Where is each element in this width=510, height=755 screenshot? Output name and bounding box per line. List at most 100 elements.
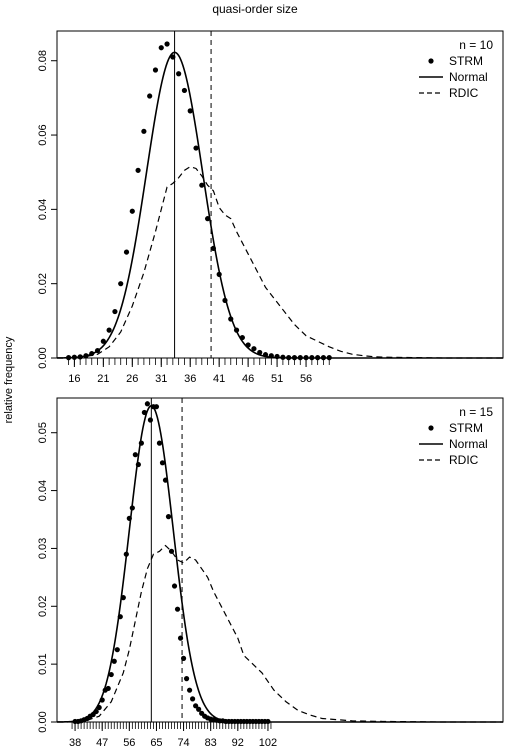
strm-point (100, 338, 106, 344)
plot-frame (56, 397, 504, 723)
y-tick-label: 0.00 (37, 347, 49, 368)
strm-point (170, 54, 176, 60)
y-tick-label: 0.04 (37, 480, 49, 501)
x-tick-label: 102 (259, 737, 277, 749)
normal-series-line (56, 51, 503, 359)
strm-point (193, 703, 199, 709)
y-tick-label: 0.02 (37, 596, 49, 617)
strm-point (94, 347, 101, 354)
strm-point (117, 614, 123, 620)
x-tick-label: 74 (177, 737, 189, 749)
strm-point (174, 606, 181, 612)
strm-point (141, 128, 147, 134)
x-tick-label: 21 (97, 373, 109, 385)
x-tick-label: 38 (69, 737, 81, 749)
strm-point (309, 355, 315, 361)
strm-point (268, 353, 274, 359)
chart-title: quasi-order size (212, 2, 298, 16)
strm-point (144, 401, 151, 407)
legend-label: STRM (449, 54, 483, 68)
y-tick-label: 0.03 (37, 538, 49, 559)
x-tick-label: 56 (123, 737, 135, 749)
plot-frame (56, 30, 504, 359)
strm-point (196, 706, 202, 712)
strm-point (159, 460, 166, 466)
strm-point (165, 514, 172, 520)
legend-strm-marker (428, 425, 434, 431)
legend-strm-marker (428, 58, 434, 64)
strm-point (111, 658, 117, 664)
strm-point (190, 696, 196, 702)
strm-point (83, 353, 89, 359)
legend-title: n = 10 (459, 38, 493, 52)
strm-point (187, 108, 193, 114)
y-tick-label: 0.05 (37, 422, 49, 443)
strm-point (162, 477, 169, 483)
y-axis-label: relative frequency (3, 336, 15, 423)
strm-point (181, 87, 188, 94)
x-tick-label: 56 (300, 373, 312, 385)
strm-point (105, 685, 111, 692)
strm-point (222, 297, 228, 304)
strm-point (183, 676, 190, 682)
x-tick-label: 41 (213, 373, 225, 385)
x-tick-label: 47 (96, 737, 108, 749)
strm-point (171, 583, 178, 589)
strm-point (141, 409, 147, 416)
strm-point (158, 45, 164, 51)
x-tick-label: 36 (184, 373, 196, 385)
legend-label: STRM (449, 421, 483, 435)
strm-point (280, 354, 286, 360)
strm-point (120, 595, 126, 601)
legend-label: Normal (449, 70, 488, 84)
strm-point (245, 342, 251, 348)
strm-point (147, 93, 153, 99)
x-tick-label: 31 (155, 373, 167, 385)
x-tick-label: 83 (205, 737, 217, 749)
strm-point (126, 515, 132, 521)
strm-point (156, 440, 163, 446)
strm-point (99, 697, 105, 703)
strm-point (132, 452, 138, 458)
strm-point (257, 349, 263, 356)
y-tick-label: 0.00 (37, 711, 49, 732)
strm-point (96, 704, 102, 711)
strm-point (77, 354, 83, 360)
strm-point (291, 355, 298, 361)
strm-point (135, 167, 141, 173)
strm-point (210, 245, 216, 251)
strm-point (112, 308, 118, 315)
strm-point (239, 334, 245, 341)
strm-point (65, 355, 72, 361)
strm-point (71, 354, 77, 360)
strm-point (265, 718, 271, 725)
x-tick-label: 65 (150, 737, 162, 749)
strm-point (180, 655, 187, 661)
strm-point (114, 647, 120, 653)
strm-point (168, 548, 175, 554)
panel-n10: 0.00 0.02 0.04 0.06 0.08 16 21 26 31 36 41 46 51 56 n … (37, 30, 504, 385)
strm-point (93, 708, 99, 715)
strm-point (228, 316, 234, 322)
strm-point (138, 440, 144, 446)
strm-point (153, 404, 160, 410)
strm-point (108, 671, 114, 678)
strm-point (262, 352, 269, 358)
strm-point (123, 551, 129, 557)
strm-point (135, 461, 141, 468)
strm-point (89, 350, 95, 357)
legend-label: RDIC (449, 453, 479, 467)
legend-title: n = 15 (459, 405, 493, 419)
strm-point (177, 635, 184, 641)
strm-point (216, 271, 222, 277)
strm-point (274, 353, 280, 360)
x-tick-label: 46 (242, 373, 254, 385)
strm-point (297, 355, 303, 361)
strm-point (199, 182, 205, 188)
strm-point (303, 355, 309, 361)
strm-point (233, 327, 240, 333)
strm-point (106, 327, 112, 333)
y-tick-label: 0.06 (37, 124, 49, 145)
strm-point (176, 71, 182, 77)
